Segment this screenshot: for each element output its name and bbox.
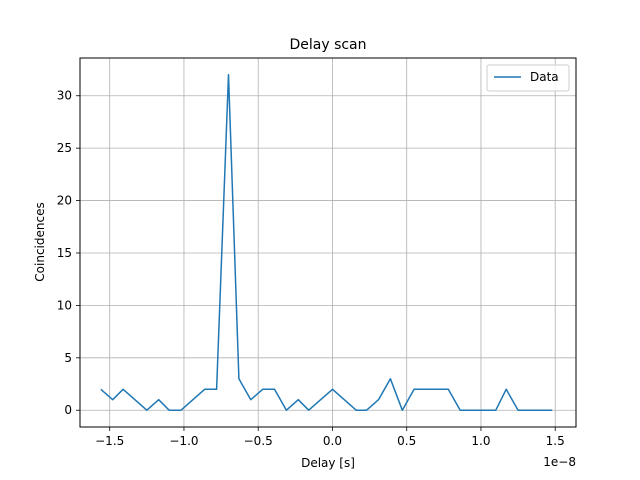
- y-tick-label: 20: [57, 194, 72, 208]
- legend: Data: [486, 64, 570, 92]
- y-tick-label: 25: [57, 141, 72, 155]
- y-tick-label: 5: [64, 351, 72, 365]
- x-tick-label: 1.5: [546, 434, 565, 448]
- x-axis: −1.5 −1.0 −0.5 0.0 0.5 1.0 1.5: [95, 427, 565, 448]
- x-tick-label: −0.5: [244, 434, 273, 448]
- legend-label-data: Data: [530, 70, 559, 84]
- axes-frame: [79, 57, 577, 428]
- x-tick-label: 0.0: [323, 434, 342, 448]
- x-tick-label: 1.0: [471, 434, 490, 448]
- legend-box: [486, 64, 570, 92]
- x-tick-label: −1.5: [95, 434, 124, 448]
- x-tick-label: −1.0: [169, 434, 198, 448]
- grid: [80, 58, 576, 427]
- y-axis: 0 5 10 15 20 25 30: [57, 89, 80, 417]
- x-tick-label: 0.5: [397, 434, 416, 448]
- series-line-data: [100, 74, 553, 411]
- y-tick-label: 0: [64, 403, 72, 417]
- y-axis-label: Coincidences: [33, 202, 47, 281]
- plot-area: [100, 74, 553, 411]
- x-axis-label: Delay [s]: [301, 456, 355, 470]
- y-tick-label: 15: [57, 246, 72, 260]
- x-offset-text: 1e−8: [543, 455, 576, 469]
- y-tick-label: 30: [57, 89, 72, 103]
- y-tick-label: 10: [57, 298, 72, 312]
- chart-title: Delay scan: [289, 37, 366, 53]
